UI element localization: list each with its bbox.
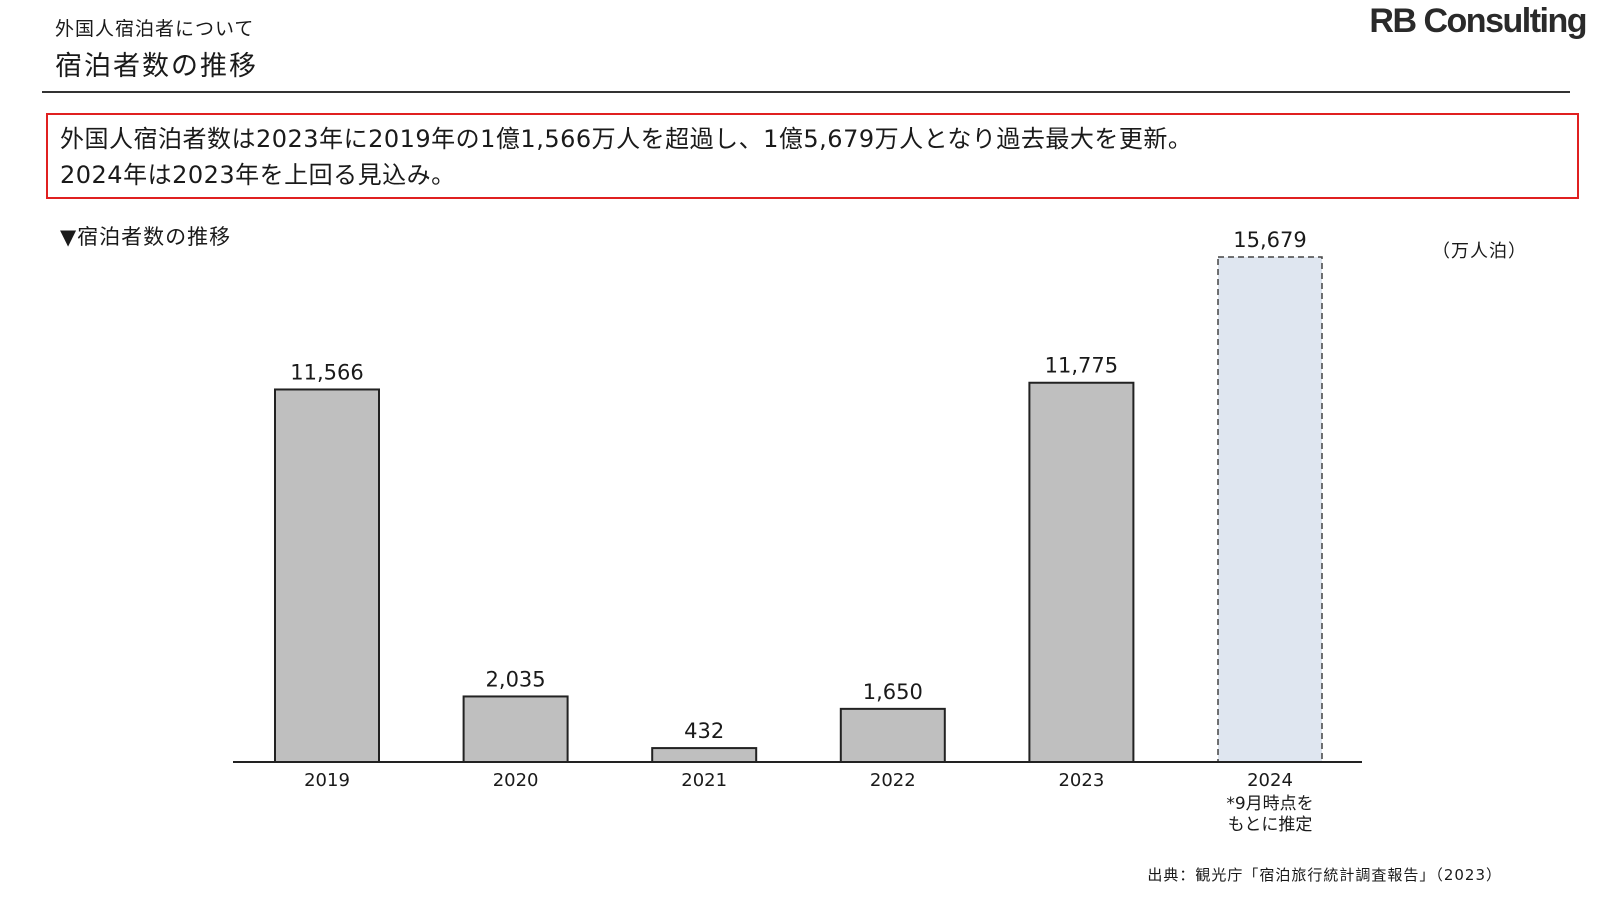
summary-line-1: 外国人宿泊者数は2023年に2019年の1億1,566万人を超過し、1億5,67… [60,125,1193,153]
bar-2022 [839,707,946,763]
category-note-2024-line-1: *9月時点を [1226,794,1313,814]
value-label-2020: 2,035 [486,667,546,691]
brand-logo: RB Consulting [1369,2,1587,40]
bar-2020 [462,695,569,763]
bar-2021 [651,747,758,764]
tick-label-2021: 2021 [681,770,727,791]
value-label-2023: 11,775 [1045,354,1118,378]
bar-2019 [274,388,380,763]
bar-2023 [1028,381,1135,763]
value-label-2021: 432 [684,719,724,743]
bar-2024 [1217,256,1323,763]
header-divider [42,91,1570,93]
summary-line-2: 2024年は2023年を上回る見込み。 [60,161,456,189]
tick-label-2024: 2024 [1247,770,1293,791]
tick-label-2019: 2019 [304,770,350,791]
section-eyebrow: 外国人宿泊者について [55,18,255,40]
source-note: 出典：観光庁「宿泊旅行統計調査報告」（2023） [1147,866,1502,884]
page-title: 宿泊者数の推移 [55,51,258,82]
value-label-2019: 11,566 [290,360,363,384]
tick-label-2023: 2023 [1058,770,1104,791]
category-note-2024-line-2: もとに推定 [1228,815,1313,835]
chart-unit-label: （万人泊） [1432,241,1527,262]
value-label-2022: 1,650 [863,680,923,704]
tick-label-2020: 2020 [493,770,539,791]
value-label-2024: 15,679 [1233,228,1306,252]
tick-label-2022: 2022 [870,770,916,791]
summary-box: 外国人宿泊者数は2023年に2019年の1億1,566万人を超過し、1億5,67… [46,113,1579,199]
chart-heading: ▼宿泊者数の推移 [60,225,232,249]
